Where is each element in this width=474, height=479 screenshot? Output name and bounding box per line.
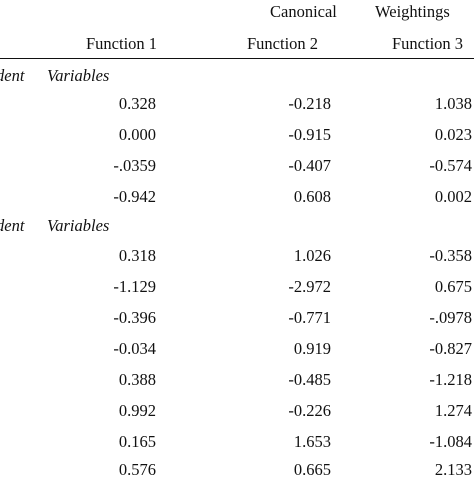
column-header-function-2: Function 2 xyxy=(247,34,319,53)
cell-function-1: 0.318 xyxy=(118,246,156,265)
cell-function-2: 0.919 xyxy=(293,339,331,358)
header-weightings: Weightings xyxy=(375,2,450,21)
column-header-function-1: Function 1 xyxy=(86,34,158,53)
cell-function-3: -0.574 xyxy=(429,156,472,175)
cell-function-2: -0.915 xyxy=(288,125,331,144)
cell-function-2: -0.407 xyxy=(288,156,331,175)
section-2-label-fragment: dent xyxy=(0,216,25,235)
cell-function-1: -1.129 xyxy=(113,277,156,296)
cell-function-3: -.0978 xyxy=(429,308,472,327)
cell-function-3: 1.274 xyxy=(434,401,472,420)
cell-function-3: 0.675 xyxy=(434,277,472,296)
section-1-label-fragment: dent xyxy=(0,66,25,85)
cell-function-1: -0.034 xyxy=(113,339,156,358)
cell-function-1: -0.942 xyxy=(113,187,156,206)
cell-function-1: 0.388 xyxy=(118,370,156,389)
cell-function-1: -0.396 xyxy=(113,308,156,327)
cell-function-2: 1.653 xyxy=(293,432,331,451)
cell-function-3: -0.827 xyxy=(429,339,472,358)
cell-function-2: -0.218 xyxy=(288,94,331,113)
cell-function-3: -0.358 xyxy=(429,246,472,265)
cell-function-2: 0.608 xyxy=(293,187,331,206)
section-2-label: Variables xyxy=(47,216,110,235)
cell-function-3: 0.002 xyxy=(434,187,472,206)
cell-function-1: -.0359 xyxy=(113,156,156,175)
cell-function-3: 2.133 xyxy=(434,460,472,479)
cell-function-1: 0.992 xyxy=(118,401,156,420)
column-header-function-3: Function 3 xyxy=(392,34,464,53)
cell-function-1: 0.576 xyxy=(118,460,156,479)
cell-function-1: 0.000 xyxy=(118,125,156,144)
cell-function-2: 0.665 xyxy=(293,460,331,479)
cell-function-2: -2.972 xyxy=(288,277,331,296)
cell-function-3: -1.084 xyxy=(429,432,472,451)
cell-function-2: -0.771 xyxy=(288,308,331,327)
cell-function-2: 1.026 xyxy=(293,246,331,265)
cell-function-3: -1.218 xyxy=(429,370,472,389)
cell-function-2: -0.485 xyxy=(288,370,331,389)
cell-function-3: 1.038 xyxy=(434,94,472,113)
header-rule xyxy=(0,58,474,59)
cell-function-3: 0.023 xyxy=(434,125,472,144)
header-canonical: Canonical xyxy=(270,2,337,21)
section-1-label: Variables xyxy=(47,66,110,85)
cell-function-1: 0.165 xyxy=(118,432,156,451)
cell-function-2: -0.226 xyxy=(288,401,331,420)
cell-function-1: 0.328 xyxy=(118,94,156,113)
